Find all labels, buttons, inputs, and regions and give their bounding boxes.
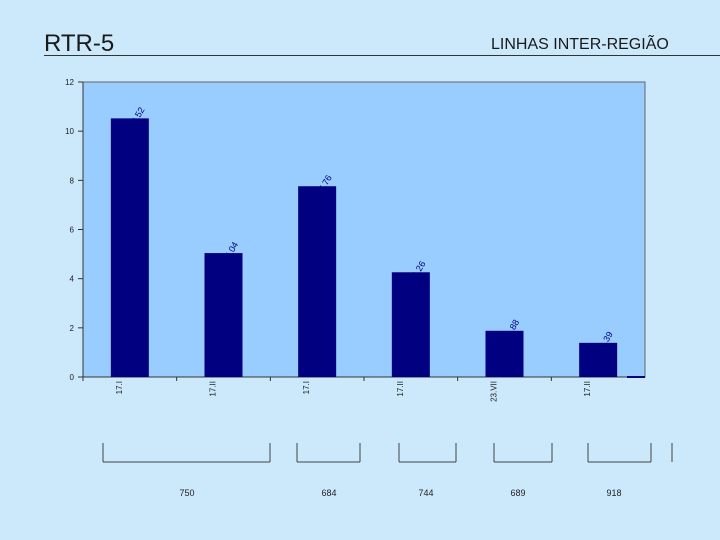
- group-label: 744: [418, 488, 434, 498]
- bar: [110, 118, 149, 377]
- x-tick-label: 17.II: [583, 381, 592, 397]
- x-tick-label: 17.I: [115, 381, 124, 394]
- x-tick-label: 23.VII: [490, 381, 499, 402]
- y-tick-label: 0: [70, 373, 75, 382]
- group-label: 684: [321, 488, 337, 498]
- plot-area: [82, 81, 646, 378]
- bar: [579, 342, 618, 377]
- y-tick-label: 6: [70, 226, 75, 235]
- group-brackets: [102, 443, 673, 463]
- bar: [485, 330, 524, 377]
- page-subtitle: LINHAS INTER-REGIÃO: [491, 36, 669, 53]
- x-tick-label: 17.II: [396, 381, 405, 397]
- group-label: 918: [606, 488, 622, 498]
- title-underline: [44, 55, 720, 56]
- y-tick-label: 10: [65, 127, 74, 136]
- y-tick-label: 2: [70, 324, 75, 333]
- y-tick-label: 12: [65, 78, 74, 87]
- group-label: 750: [179, 488, 195, 498]
- category-labels: 17.I 17.II 17.I 17.II 23.VII 17.II: [82, 377, 592, 402]
- y-tick-label: 8: [70, 176, 75, 185]
- bar: [204, 253, 243, 377]
- page-title: RTR-5: [44, 30, 115, 57]
- bar: [298, 186, 337, 377]
- x-tick-label: 17.II: [209, 381, 218, 397]
- bar: [391, 272, 430, 377]
- x-tick-label: 17.I: [302, 381, 311, 394]
- group-label: 689: [510, 488, 526, 498]
- y-tick-label: 4: [70, 275, 75, 284]
- bars: [110, 118, 645, 378]
